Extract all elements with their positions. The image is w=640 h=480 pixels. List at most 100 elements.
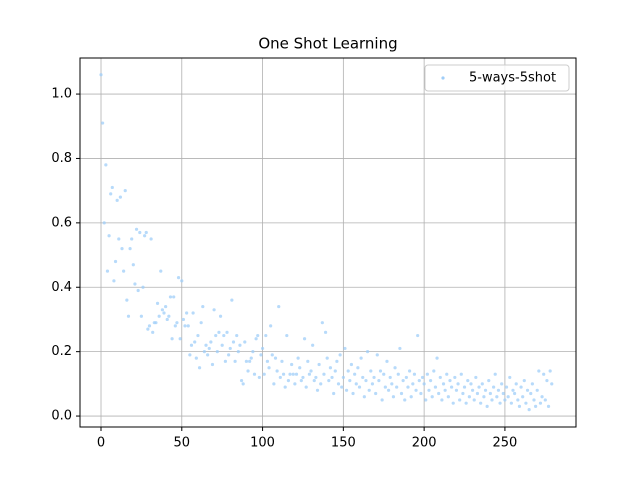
point xyxy=(141,285,145,289)
point xyxy=(424,398,428,402)
point xyxy=(248,359,252,363)
point xyxy=(278,375,282,380)
point xyxy=(343,346,347,351)
x-tick-label: 0 xyxy=(97,436,105,451)
point xyxy=(388,375,392,380)
legend-box xyxy=(424,64,570,92)
y-tick-label: 0.2 xyxy=(51,344,72,359)
legend-label: 5-ways-5shot xyxy=(469,71,556,86)
point xyxy=(130,237,134,241)
point xyxy=(482,395,486,399)
point xyxy=(117,237,121,241)
point xyxy=(309,369,313,373)
legend-marker xyxy=(441,76,445,80)
point xyxy=(194,356,198,360)
point xyxy=(335,359,339,363)
point xyxy=(243,340,247,344)
point xyxy=(301,375,305,380)
point xyxy=(296,356,300,360)
point xyxy=(412,372,417,376)
point xyxy=(136,288,140,293)
point xyxy=(113,259,118,264)
point xyxy=(319,382,323,386)
point xyxy=(209,340,213,344)
point xyxy=(188,353,192,357)
point xyxy=(206,353,210,357)
point xyxy=(199,321,203,325)
point xyxy=(430,395,434,399)
point xyxy=(257,375,261,380)
x-tick-label: 100 xyxy=(250,436,275,451)
point xyxy=(131,263,135,267)
point xyxy=(288,372,292,376)
point xyxy=(513,391,517,396)
point xyxy=(407,369,412,373)
point xyxy=(540,395,544,399)
point xyxy=(104,163,108,167)
point xyxy=(395,385,399,389)
point xyxy=(511,388,515,392)
point xyxy=(348,379,352,383)
point xyxy=(495,395,499,399)
point xyxy=(365,350,370,354)
point xyxy=(445,372,449,376)
point xyxy=(504,385,509,389)
point xyxy=(178,337,182,341)
point xyxy=(525,388,530,392)
point xyxy=(115,198,119,202)
point xyxy=(433,385,438,389)
point xyxy=(377,379,381,383)
point xyxy=(277,304,281,309)
point xyxy=(236,350,240,354)
y-tick-label: 0.0 xyxy=(51,409,72,424)
point xyxy=(534,404,538,408)
point xyxy=(496,388,501,392)
chart-title: One Shot Learning xyxy=(258,35,397,53)
point xyxy=(154,321,158,325)
point xyxy=(183,324,187,328)
point xyxy=(409,395,413,399)
point xyxy=(403,398,407,402)
point xyxy=(428,379,433,383)
point xyxy=(181,317,186,322)
x-tick-label: 50 xyxy=(174,436,191,451)
point xyxy=(322,372,326,376)
point xyxy=(474,375,478,380)
point xyxy=(386,388,391,392)
point xyxy=(401,379,405,383)
point xyxy=(390,382,394,386)
point xyxy=(269,324,273,328)
point xyxy=(374,391,378,396)
point xyxy=(299,379,303,383)
point xyxy=(134,227,139,231)
point xyxy=(270,353,274,357)
point xyxy=(416,333,420,338)
point xyxy=(353,372,357,376)
point xyxy=(483,388,488,392)
point xyxy=(173,324,177,328)
point xyxy=(149,237,153,241)
point xyxy=(454,388,459,392)
point xyxy=(170,337,174,341)
point xyxy=(157,314,161,318)
point xyxy=(105,269,110,273)
point xyxy=(333,369,337,373)
point xyxy=(479,401,483,405)
point xyxy=(382,372,386,376)
point xyxy=(215,350,219,354)
point xyxy=(480,382,484,386)
point xyxy=(264,333,268,338)
point xyxy=(139,314,143,318)
point xyxy=(262,372,266,376)
point xyxy=(186,324,190,328)
point xyxy=(338,353,342,357)
point xyxy=(128,247,132,251)
point xyxy=(472,398,476,402)
point xyxy=(509,401,513,405)
point xyxy=(485,404,489,408)
point xyxy=(385,359,389,363)
point xyxy=(286,379,291,383)
point xyxy=(223,359,228,363)
point xyxy=(440,398,444,402)
